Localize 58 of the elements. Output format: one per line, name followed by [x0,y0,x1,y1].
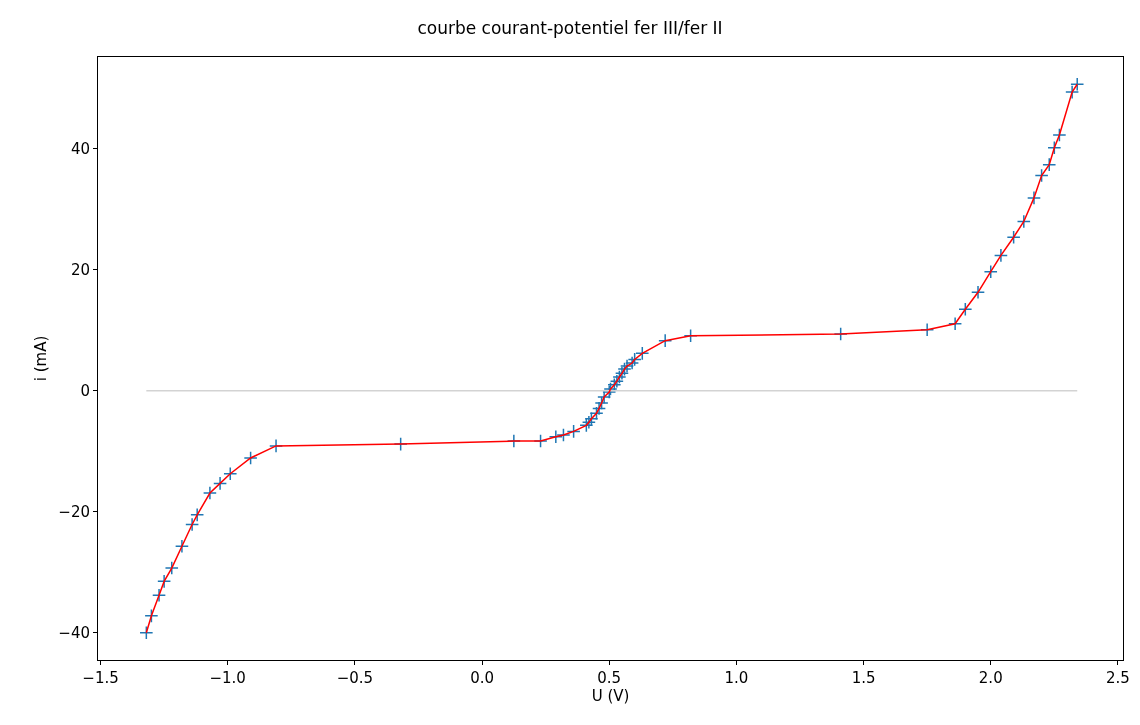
point [958,302,973,317]
point [151,588,167,603]
point [589,406,604,421]
line-series [145,83,1078,634]
point [1034,168,1049,183]
point [594,395,609,410]
point [1065,85,1080,100]
point [174,539,189,554]
point [190,507,205,522]
point [157,574,172,589]
point [584,411,599,426]
point [566,424,581,439]
point [625,355,640,371]
point [556,427,571,443]
x-tick-label: 1.0 [724,669,749,687]
point [602,385,617,400]
point [635,346,650,361]
x-tick-label: −0.5 [336,669,374,687]
point [548,429,563,444]
point [164,561,179,576]
x-tick-label: −1.5 [82,669,119,687]
point [592,401,607,416]
point [1016,214,1031,229]
y-tick-label: 40 [70,140,90,159]
x-tick-label: 2.5 [1105,669,1130,687]
point [658,333,673,348]
chart-title: courbe courant-potentiel fer III/fer II [417,17,723,38]
x-tick-label: −1.0 [209,669,246,687]
point [223,466,238,481]
point [243,450,258,466]
point [1047,140,1062,155]
x-tick-label: 1.5 [851,669,876,687]
point [144,608,159,623]
point [970,285,986,300]
point [213,476,228,491]
y-tick-label: −40 [58,624,90,643]
point [1026,190,1042,205]
point [993,248,1008,263]
point [983,264,998,279]
point [139,625,154,640]
point [603,381,618,397]
point [948,316,963,331]
y-tick-label: 20 [70,261,90,280]
point [1042,157,1057,172]
x-axis-title: U (V) [591,687,630,705]
point [1052,127,1067,143]
y-tick-label: −20 [58,503,90,522]
y-tick-label: 0 [80,382,90,401]
x-tick-label: 0.5 [597,669,622,687]
x-tick-label: 0.0 [470,669,494,687]
point [683,328,698,343]
point [185,517,200,532]
point [1070,77,1085,92]
x-tick-label: 2.0 [978,669,1003,687]
y-axis-title: i (mA) [31,335,50,382]
point [202,486,217,501]
point [1006,230,1021,245]
point [627,352,642,367]
